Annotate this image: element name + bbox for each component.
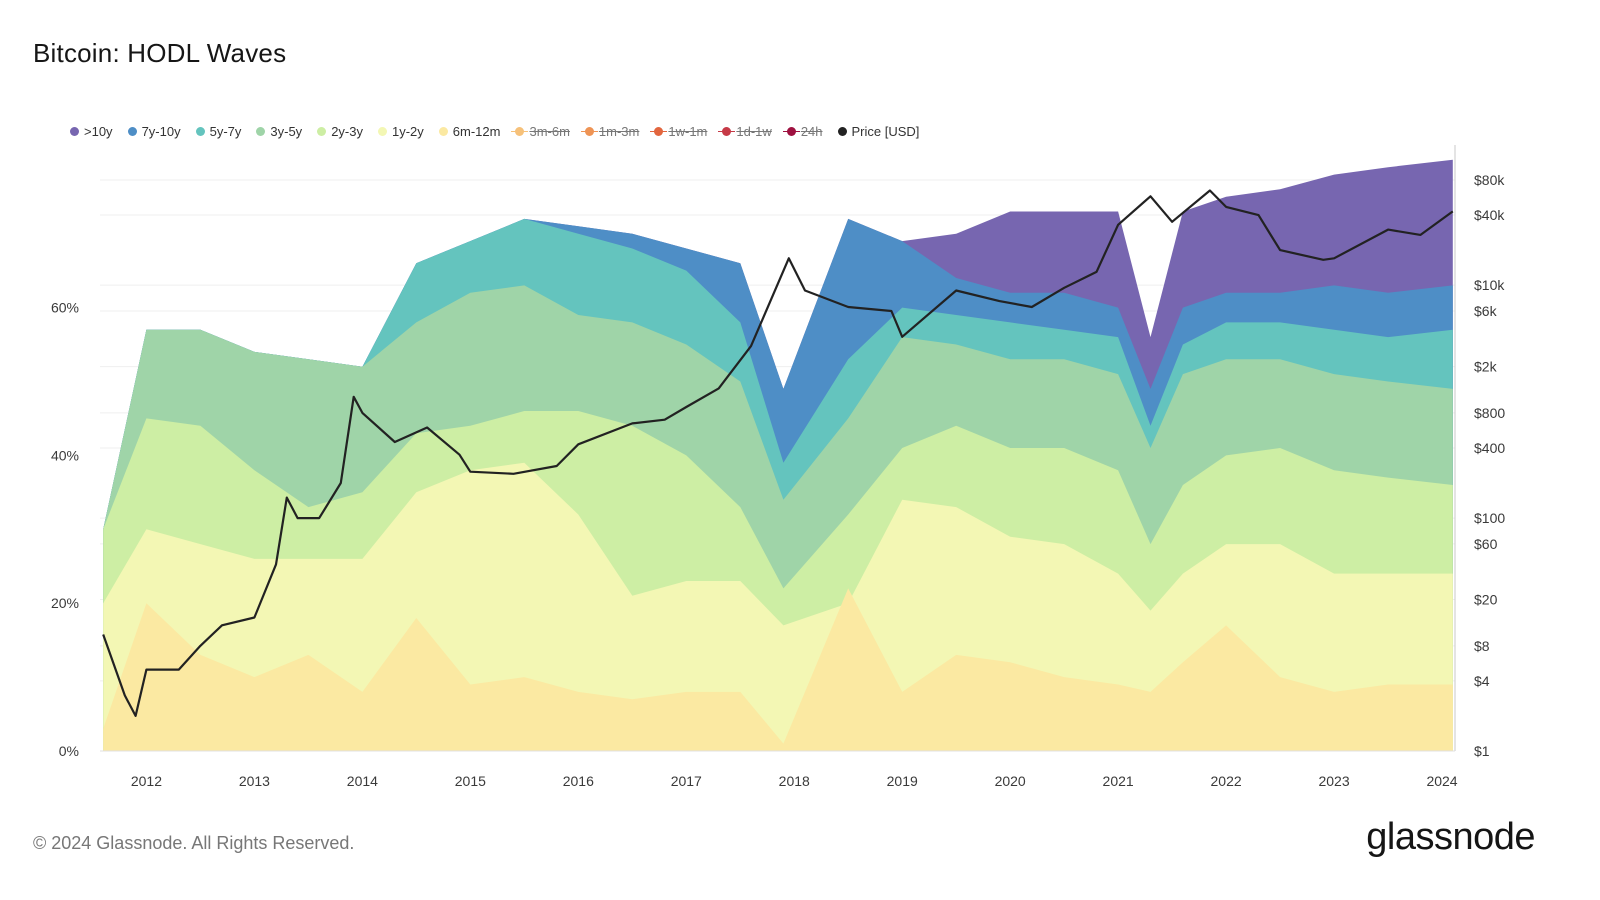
- area-layer: [103, 159, 1453, 752]
- legend-label: 5y-7y: [209, 124, 242, 139]
- y-right-tick-label: $6k: [1474, 303, 1498, 319]
- legend-label: 3m-6m: [529, 124, 570, 139]
- y-right-tick-label: $20: [1474, 591, 1498, 607]
- legend-dot-icon: [195, 127, 205, 136]
- y-left-tick-label: 40%: [51, 447, 79, 463]
- legend-dot-icon: [256, 127, 266, 136]
- legend-dot-icon: [650, 127, 668, 136]
- y-right-tick-label: $2k: [1474, 359, 1498, 375]
- price-layer: [102, 189, 1454, 717]
- legend-item[interactable]: 6m-12m: [438, 124, 501, 139]
- y-right-tick-label: $400: [1474, 440, 1505, 456]
- y-right-tick-label: $100: [1474, 510, 1505, 526]
- legend-item[interactable]: 5y-7y: [195, 124, 242, 139]
- legend-label: 1w-1m: [668, 124, 708, 139]
- x-tick-label: 2020: [995, 773, 1026, 789]
- legend-dot-icon: [377, 127, 387, 136]
- legend-item[interactable]: 3m-6m: [511, 124, 570, 139]
- legend: >10y 7y-10y 5y-7y 3y-5y 2y-3y 1y-2y 6m-12m 3m-6…: [70, 124, 934, 139]
- chart-title: Bitcoin: HODL Waves: [33, 38, 287, 68]
- x-tick-label: 2021: [1103, 773, 1134, 789]
- legend-label: 1m-3m: [598, 124, 640, 139]
- legend-item[interactable]: 1d-1w: [718, 124, 772, 139]
- legend-item[interactable]: 24h: [782, 124, 823, 139]
- legend-item[interactable]: 2y-3y: [317, 124, 363, 139]
- legend-label: 24h: [800, 124, 823, 139]
- legend-item[interactable]: 3y-5y: [256, 124, 302, 139]
- x-tick-label: 2018: [779, 773, 810, 789]
- x-tick-label: 2023: [1318, 773, 1349, 789]
- y-left-tick-label: 0%: [59, 743, 79, 759]
- legend-dot-icon: [127, 127, 137, 136]
- legend-dot-icon: [782, 127, 800, 136]
- y-left-tick-label: 20%: [51, 595, 79, 611]
- x-tick-label: 2015: [455, 773, 486, 789]
- y-right-tick-label: $60: [1474, 536, 1498, 552]
- x-tick-label: 2024: [1426, 773, 1457, 789]
- legend-dot-icon: [70, 127, 79, 136]
- legend-dot-icon: [580, 127, 598, 136]
- y-right-tick-label: $80k: [1474, 172, 1505, 188]
- legend-label: >10y: [84, 124, 113, 139]
- y-left-tick-label: 60%: [51, 300, 79, 316]
- x-tick-label: 2022: [1211, 773, 1242, 789]
- y-right-tick-label: $8: [1474, 638, 1490, 654]
- legend-label: Price [USD]: [851, 124, 920, 139]
- x-tick-label: 2013: [239, 773, 270, 789]
- x-tick-label: 2019: [887, 773, 918, 789]
- legend-label: 1d-1w: [736, 124, 772, 139]
- legend-dot-icon: [837, 127, 847, 136]
- y-right-tick-label: $4: [1474, 673, 1490, 689]
- legend-label: 7y-10y: [141, 124, 181, 139]
- legend-item[interactable]: 1y-2y: [377, 124, 424, 139]
- y-right-tick-label: $40k: [1474, 207, 1505, 223]
- legend-label: 2y-3y: [331, 124, 363, 139]
- legend-dot-icon: [511, 127, 529, 136]
- x-tick-label: 2016: [563, 773, 594, 789]
- axis-layer: 0% 20% 40% 60% $1 $4 $8 $20 $60 $100 $400 $800 $2k $6…: [51, 145, 1505, 789]
- legend-dot-icon: [438, 127, 448, 136]
- legend-dot-icon: [317, 127, 327, 136]
- x-tick-label: 2012: [131, 773, 162, 789]
- legend-item[interactable]: 1w-1m: [650, 124, 708, 139]
- y-right-tick-label: $10k: [1474, 277, 1505, 293]
- area-band-6m-12m: [103, 588, 1453, 751]
- legend-label: 6m-12m: [452, 124, 501, 139]
- price-line: [102, 189, 1454, 717]
- x-tick-label: 2014: [347, 773, 378, 789]
- y-right-tick-label: $1: [1474, 743, 1490, 759]
- brand-logo[interactable]: glassnode: [1366, 816, 1535, 858]
- copyright-footer: © 2024 Glassnode. All Rights Reserved.: [33, 833, 355, 853]
- legend-item[interactable]: Price [USD]: [837, 124, 920, 139]
- x-tick-label: 2017: [671, 773, 702, 789]
- legend-item[interactable]: 1m-3m: [580, 124, 640, 139]
- y-right-tick-label: $800: [1474, 405, 1505, 421]
- legend-item[interactable]: >10y: [70, 124, 113, 139]
- legend-label: 1y-2y: [391, 124, 424, 139]
- legend-label: 3y-5y: [270, 124, 303, 139]
- legend-item[interactable]: 7y-10y: [127, 124, 181, 139]
- legend-dot-icon: [718, 127, 736, 136]
